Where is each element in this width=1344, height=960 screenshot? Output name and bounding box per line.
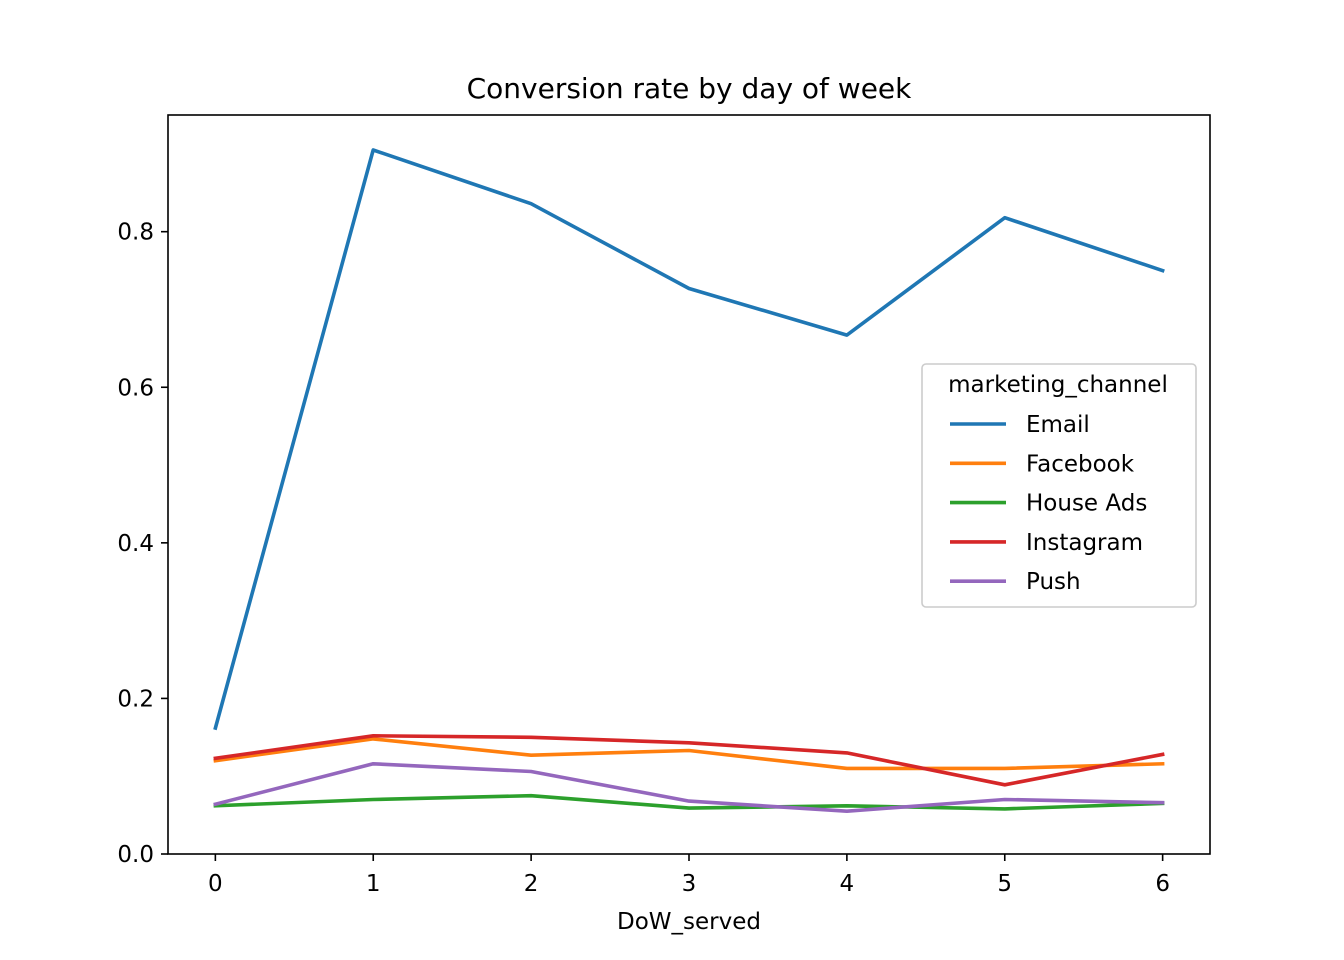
x-tick-label: 4	[840, 871, 855, 897]
legend-label-house-ads: House Ads	[1026, 491, 1147, 517]
y-tick-label: 0.0	[117, 842, 154, 868]
legend-entries: Email Facebook House Ads Instagram Push	[950, 412, 1147, 595]
legend-label-facebook: Facebook	[1026, 451, 1135, 477]
x-axis-label: DoW_served	[617, 909, 761, 935]
x-tick-label: 5	[997, 871, 1012, 897]
legend: marketing_channel Email Facebook House Ads…	[921, 363, 1197, 608]
series-line-email	[213, 148, 1165, 731]
x-tick-label: 2	[524, 871, 539, 897]
y-tick-label: 0.8	[117, 220, 154, 246]
x-axis: 0 1 2 3 4 5 6	[208, 854, 1170, 897]
series-line-instagram	[213, 733, 1165, 787]
legend-label-push: Push	[1026, 569, 1081, 595]
series-line-house-ads	[213, 793, 1165, 811]
x-tick-label: 3	[682, 871, 697, 897]
series-line-push	[213, 761, 1165, 814]
x-tick-label: 6	[1155, 871, 1170, 897]
series-lines	[213, 148, 1165, 814]
x-tick-label: 1	[366, 871, 381, 897]
y-axis: 0.0 0.2 0.4 0.6 0.8	[117, 220, 168, 868]
legend-label-email: Email	[1026, 412, 1090, 438]
legend-label-instagram: Instagram	[1026, 530, 1143, 556]
legend-title: marketing_channel	[948, 372, 1168, 398]
y-tick-label: 0.4	[117, 531, 154, 557]
y-tick-label: 0.6	[117, 375, 154, 401]
y-tick-label: 0.2	[117, 686, 154, 712]
series-line-facebook	[213, 737, 1165, 771]
chart-title: Conversion rate by day of week	[467, 72, 913, 105]
x-tick-label: 0	[208, 871, 223, 897]
